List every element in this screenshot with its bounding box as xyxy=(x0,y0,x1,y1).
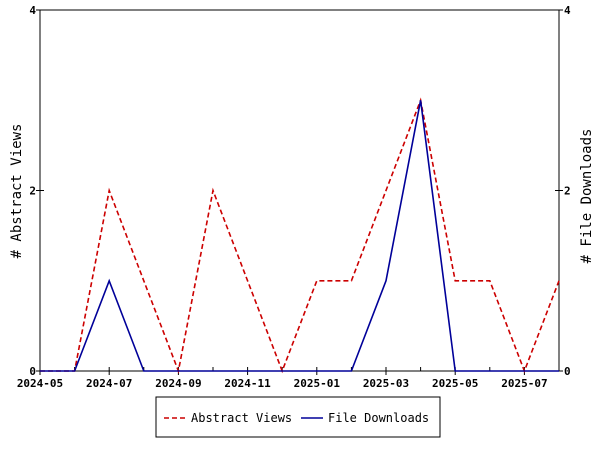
y-tick-label-right: 2 xyxy=(564,185,571,198)
y-axis-label-right: # File Downloads xyxy=(579,129,595,264)
x-tick-label: 2024-11 xyxy=(224,377,271,390)
x-tick-label: 2024-07 xyxy=(86,377,132,390)
legend: Abstract Views File Downloads xyxy=(155,396,441,438)
y-tick-label-right: 0 xyxy=(564,365,571,378)
legend-label: Abstract Views xyxy=(191,411,292,425)
series-line-file-downloads xyxy=(40,100,559,372)
x-tick-label: 2025-01 xyxy=(294,377,341,390)
y-tick-label-left: 2 xyxy=(29,185,36,198)
y-tick-label-left: 4 xyxy=(29,4,36,17)
series-line-abstract-views xyxy=(40,97,560,374)
plot-frame xyxy=(39,9,560,372)
plot-border xyxy=(39,9,560,372)
y-tick-label-left: 0 xyxy=(29,365,36,378)
x-tick-label: 2024-09 xyxy=(155,377,201,390)
x-tick-label: 2025-03 xyxy=(363,377,409,390)
series-layer xyxy=(40,97,560,374)
legend-box xyxy=(155,396,441,438)
legend-label: File Downloads xyxy=(328,411,429,425)
y-tick-label-right: 4 xyxy=(564,4,571,17)
x-tick-label: 2025-07 xyxy=(501,377,547,390)
x-axis-ticks: 2024-05 2024-07 2024-09 2024-11 2025-01 2025-… xyxy=(17,367,560,390)
x-tick-label: 2025-05 xyxy=(432,377,478,390)
x-tick-label: 2024-05 xyxy=(17,377,63,390)
y-axis-label-left: # Abstract Views xyxy=(9,124,25,259)
